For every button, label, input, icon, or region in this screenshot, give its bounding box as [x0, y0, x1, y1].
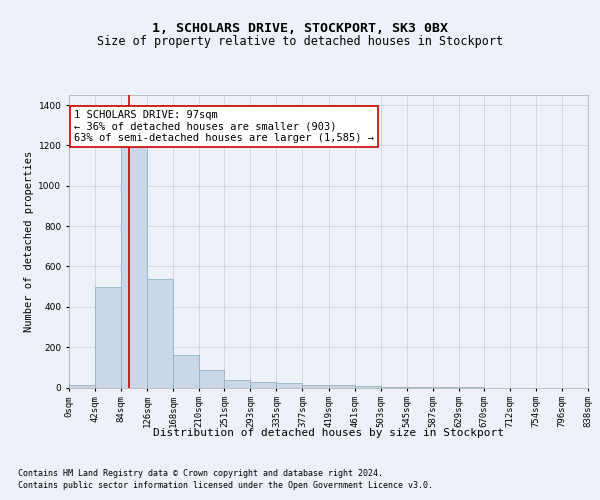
Bar [355, 386, 380, 388]
Bar [199, 370, 224, 388]
Text: Size of property relative to detached houses in Stockport: Size of property relative to detached ho… [97, 35, 503, 48]
Bar [69, 386, 95, 388]
Text: 1, SCHOLARS DRIVE, STOCKPORT, SK3 0BX: 1, SCHOLARS DRIVE, STOCKPORT, SK3 0BX [152, 22, 448, 36]
Bar [277, 384, 302, 388]
Bar [224, 380, 250, 388]
Bar [121, 134, 147, 388]
Text: Contains HM Land Registry data © Crown copyright and database right 2024.: Contains HM Land Registry data © Crown c… [18, 470, 383, 478]
Bar [173, 355, 199, 388]
Bar [250, 382, 277, 388]
Bar [147, 278, 173, 388]
Bar [329, 386, 355, 388]
Bar [380, 387, 407, 388]
Bar [95, 286, 121, 388]
Text: Distribution of detached houses by size in Stockport: Distribution of detached houses by size … [154, 428, 504, 438]
Text: Contains public sector information licensed under the Open Government Licence v3: Contains public sector information licen… [18, 482, 433, 490]
Text: 1 SCHOLARS DRIVE: 97sqm
← 36% of detached houses are smaller (903)
63% of semi-d: 1 SCHOLARS DRIVE: 97sqm ← 36% of detache… [74, 110, 374, 143]
Y-axis label: Number of detached properties: Number of detached properties [24, 150, 34, 332]
Bar [302, 386, 329, 388]
